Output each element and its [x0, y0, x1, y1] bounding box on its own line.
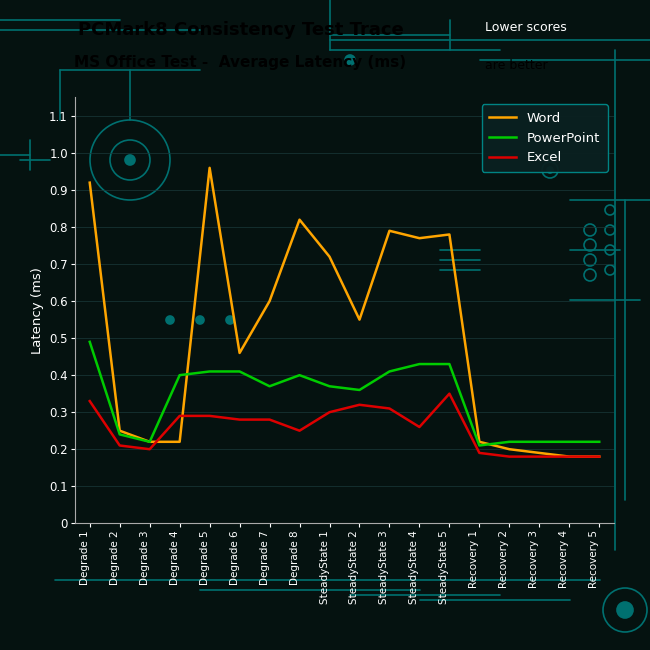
Line: PowerPoint: PowerPoint: [90, 342, 599, 445]
Circle shape: [345, 55, 355, 65]
Word: [236, 349, 244, 357]
Word: [415, 234, 423, 242]
Circle shape: [617, 602, 633, 618]
PowerPoint: [176, 371, 183, 379]
Y-axis label: Latency (ms): Latency (ms): [31, 267, 44, 354]
Excel: [476, 449, 484, 457]
PowerPoint: [116, 430, 124, 438]
PowerPoint: [595, 438, 603, 446]
Word: [205, 164, 213, 172]
Word: [566, 452, 573, 460]
PowerPoint: [266, 382, 274, 390]
Word: [266, 297, 274, 305]
Circle shape: [166, 316, 174, 324]
Excel: [205, 412, 213, 420]
PowerPoint: [146, 438, 153, 446]
Text: MS Office Test -  Average Latency (ms): MS Office Test - Average Latency (ms): [75, 55, 406, 70]
Word: [176, 438, 183, 446]
PowerPoint: [236, 367, 244, 375]
Word: [385, 227, 393, 235]
Excel: [266, 416, 274, 424]
Excel: [595, 452, 603, 460]
Word: [536, 449, 543, 457]
Circle shape: [226, 316, 234, 324]
Word: [326, 253, 333, 261]
Excel: [415, 423, 423, 431]
Circle shape: [125, 155, 135, 165]
Word: [116, 427, 124, 435]
Word: [476, 438, 484, 446]
Excel: [385, 404, 393, 412]
Line: Excel: Excel: [90, 394, 599, 456]
Excel: [566, 452, 573, 460]
Excel: [296, 427, 304, 435]
PowerPoint: [356, 386, 363, 394]
Text: are better: are better: [485, 59, 548, 72]
Word: [445, 231, 453, 239]
PowerPoint: [445, 360, 453, 368]
Line: Word: Word: [90, 168, 599, 456]
Excel: [445, 390, 453, 398]
Circle shape: [196, 316, 204, 324]
PowerPoint: [296, 371, 304, 379]
PowerPoint: [385, 367, 393, 375]
PowerPoint: [536, 438, 543, 446]
PowerPoint: [86, 338, 94, 346]
PowerPoint: [205, 367, 213, 375]
PowerPoint: [415, 360, 423, 368]
Excel: [356, 401, 363, 409]
Excel: [236, 416, 244, 424]
Text: PCMark8 Consistency Test Trace: PCMark8 Consistency Test Trace: [77, 21, 404, 40]
Text: Lower scores: Lower scores: [485, 21, 567, 34]
Word: [506, 445, 514, 453]
Word: [296, 216, 304, 224]
Excel: [506, 452, 514, 460]
Word: [146, 438, 153, 446]
Legend: Word, PowerPoint, Excel: Word, PowerPoint, Excel: [482, 104, 608, 172]
Excel: [116, 441, 124, 449]
Word: [86, 179, 94, 187]
Excel: [86, 397, 94, 405]
PowerPoint: [476, 441, 484, 449]
PowerPoint: [566, 438, 573, 446]
Excel: [536, 452, 543, 460]
Word: [356, 316, 363, 324]
Excel: [326, 408, 333, 416]
Excel: [176, 412, 183, 420]
PowerPoint: [506, 438, 514, 446]
Circle shape: [547, 167, 553, 173]
PowerPoint: [326, 382, 333, 390]
Excel: [146, 445, 153, 453]
Word: [595, 452, 603, 460]
